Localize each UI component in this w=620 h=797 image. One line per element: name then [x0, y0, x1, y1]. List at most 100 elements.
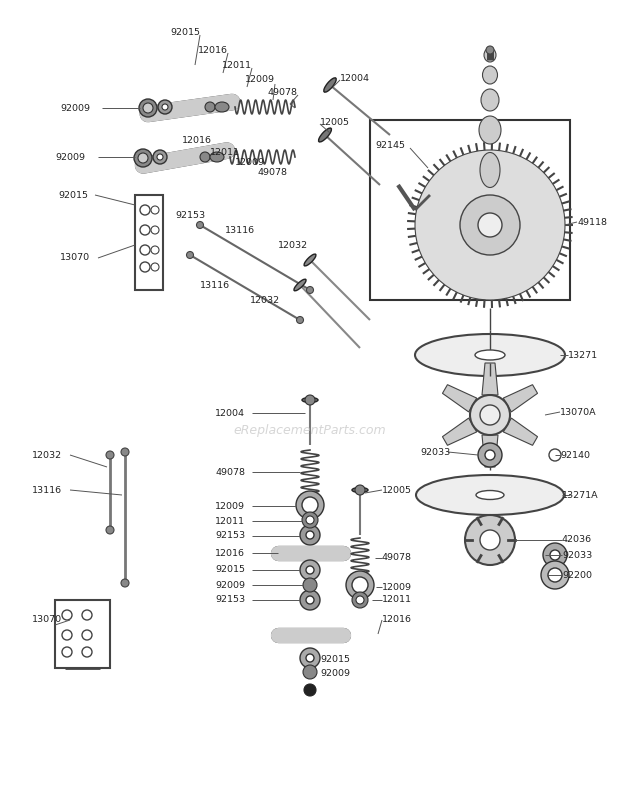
Text: 12005: 12005 — [382, 485, 412, 494]
Text: 12005: 12005 — [320, 117, 350, 127]
Text: 12011: 12011 — [215, 516, 245, 525]
Circle shape — [300, 648, 320, 668]
Polygon shape — [482, 363, 498, 395]
Circle shape — [106, 451, 114, 459]
Text: 12032: 12032 — [32, 450, 62, 460]
Polygon shape — [443, 385, 477, 412]
Circle shape — [480, 530, 500, 550]
Text: 92033: 92033 — [562, 551, 592, 559]
Ellipse shape — [324, 78, 336, 92]
Circle shape — [157, 154, 163, 160]
Circle shape — [140, 225, 150, 235]
Ellipse shape — [294, 279, 306, 291]
Circle shape — [300, 590, 320, 610]
Ellipse shape — [302, 398, 318, 402]
Text: 12004: 12004 — [215, 409, 245, 418]
Circle shape — [303, 578, 317, 592]
Circle shape — [346, 571, 374, 599]
Circle shape — [303, 665, 317, 679]
Text: 12009: 12009 — [215, 501, 245, 511]
Text: 13271: 13271 — [568, 351, 598, 359]
Circle shape — [200, 152, 210, 162]
Ellipse shape — [210, 152, 224, 162]
Bar — [370, 120, 570, 300]
Circle shape — [134, 149, 152, 167]
Text: 92015: 92015 — [58, 190, 88, 199]
Text: 92015: 92015 — [215, 566, 245, 575]
Circle shape — [139, 99, 157, 117]
Circle shape — [304, 684, 316, 696]
Text: 92009: 92009 — [55, 152, 85, 162]
Circle shape — [306, 654, 314, 662]
Circle shape — [143, 103, 153, 113]
Text: 49078: 49078 — [382, 553, 412, 563]
Circle shape — [465, 515, 515, 565]
Circle shape — [541, 561, 569, 589]
Circle shape — [306, 566, 314, 574]
Text: 13070A: 13070A — [560, 407, 596, 417]
Text: 12016: 12016 — [198, 45, 228, 54]
Ellipse shape — [479, 116, 501, 144]
Text: 12009: 12009 — [235, 158, 265, 167]
Circle shape — [300, 560, 320, 580]
Ellipse shape — [482, 66, 497, 84]
Text: 12032: 12032 — [250, 296, 280, 304]
Text: 92153: 92153 — [215, 595, 245, 604]
Circle shape — [356, 596, 364, 604]
Ellipse shape — [475, 350, 505, 360]
Circle shape — [302, 512, 318, 528]
Ellipse shape — [304, 254, 316, 266]
Text: 92015: 92015 — [170, 28, 200, 37]
Text: 92009: 92009 — [60, 104, 90, 112]
Circle shape — [306, 286, 314, 293]
Text: 13116: 13116 — [225, 226, 255, 234]
Circle shape — [140, 205, 150, 215]
Circle shape — [486, 46, 494, 54]
Circle shape — [151, 206, 159, 214]
Polygon shape — [503, 385, 538, 412]
Text: 49078: 49078 — [268, 88, 298, 96]
Ellipse shape — [480, 152, 500, 187]
Polygon shape — [503, 418, 538, 446]
Text: 12011: 12011 — [222, 61, 252, 69]
Circle shape — [158, 100, 172, 114]
Ellipse shape — [484, 48, 496, 62]
Text: 92145: 92145 — [375, 140, 405, 150]
Circle shape — [62, 610, 72, 620]
Circle shape — [478, 213, 502, 237]
Text: 49118: 49118 — [577, 218, 607, 226]
Text: 92009: 92009 — [320, 669, 350, 677]
Circle shape — [140, 262, 150, 272]
Text: 12011: 12011 — [382, 595, 412, 604]
Circle shape — [306, 531, 314, 539]
Text: 92015: 92015 — [320, 655, 350, 665]
Circle shape — [153, 150, 167, 164]
Text: 12016: 12016 — [382, 615, 412, 625]
Ellipse shape — [352, 488, 368, 493]
Circle shape — [550, 550, 560, 560]
Ellipse shape — [319, 128, 332, 142]
Text: 92033: 92033 — [420, 447, 450, 457]
Ellipse shape — [481, 89, 499, 111]
Circle shape — [300, 525, 320, 545]
Text: 12032: 12032 — [278, 241, 308, 249]
Text: 13070: 13070 — [60, 253, 90, 262]
Circle shape — [151, 246, 159, 254]
Text: 49078: 49078 — [215, 468, 245, 477]
Bar — [55, 600, 110, 668]
Circle shape — [549, 449, 561, 461]
Circle shape — [121, 579, 129, 587]
Text: 13116: 13116 — [200, 281, 230, 289]
Text: 42036: 42036 — [562, 536, 592, 544]
Circle shape — [480, 405, 500, 425]
Circle shape — [355, 485, 365, 495]
Text: 13070: 13070 — [32, 615, 62, 625]
Circle shape — [205, 102, 215, 112]
Circle shape — [296, 491, 324, 519]
Text: 12016: 12016 — [215, 548, 245, 557]
Circle shape — [121, 448, 129, 456]
Circle shape — [415, 150, 565, 300]
Circle shape — [478, 443, 502, 467]
Circle shape — [82, 630, 92, 640]
Polygon shape — [443, 418, 477, 446]
